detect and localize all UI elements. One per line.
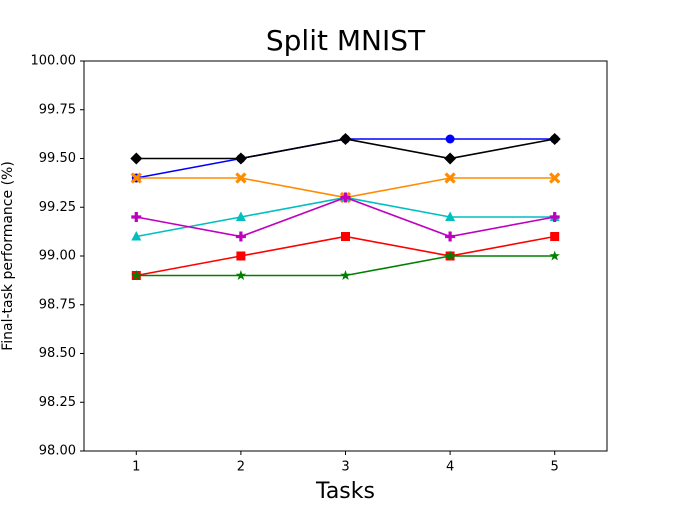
y-tick-label: 98.50 <box>39 346 76 361</box>
marker <box>235 211 246 221</box>
y-tick-label: 98.00 <box>39 444 76 459</box>
marker <box>235 172 247 184</box>
marker <box>444 250 456 261</box>
marker <box>548 133 561 145</box>
marker <box>444 172 456 184</box>
marker <box>235 270 247 280</box>
marker <box>340 270 351 280</box>
y-tick-label: 100.00 <box>31 54 77 69</box>
marker <box>339 133 352 145</box>
marker <box>444 152 457 165</box>
marker <box>131 231 142 241</box>
x-tick-label: 5 <box>551 460 559 475</box>
x-tick-label: 1 <box>132 460 140 475</box>
marker <box>341 232 350 241</box>
marker <box>340 192 351 203</box>
x-tick-label: 4 <box>446 460 454 475</box>
y-tick-label: 99.25 <box>39 200 76 215</box>
x-tick-label: 3 <box>341 460 349 475</box>
marker <box>235 231 246 242</box>
y-tick-label: 99.50 <box>39 151 76 166</box>
y-tick-label: 99.75 <box>39 102 76 117</box>
x-axis-label: Tasks <box>315 479 375 504</box>
marker <box>549 212 560 222</box>
marker <box>130 152 143 165</box>
y-tick-label: 98.25 <box>39 395 76 410</box>
x-tick-label: 2 <box>237 460 245 475</box>
marker <box>445 211 456 221</box>
marker <box>131 212 142 222</box>
marker <box>550 232 560 241</box>
marker <box>236 251 246 261</box>
marker <box>445 231 456 242</box>
marker <box>445 134 455 144</box>
marker <box>549 250 560 261</box>
marker <box>130 172 142 184</box>
chart-title: Split MNIST <box>266 24 426 57</box>
y-tick-label: 99.00 <box>39 249 76 264</box>
marker <box>234 152 247 165</box>
marker <box>131 270 142 280</box>
y-tick-label: 98.75 <box>39 297 76 312</box>
y-axis-label: Final-task performance (%) <box>0 161 16 351</box>
marker <box>549 172 561 184</box>
